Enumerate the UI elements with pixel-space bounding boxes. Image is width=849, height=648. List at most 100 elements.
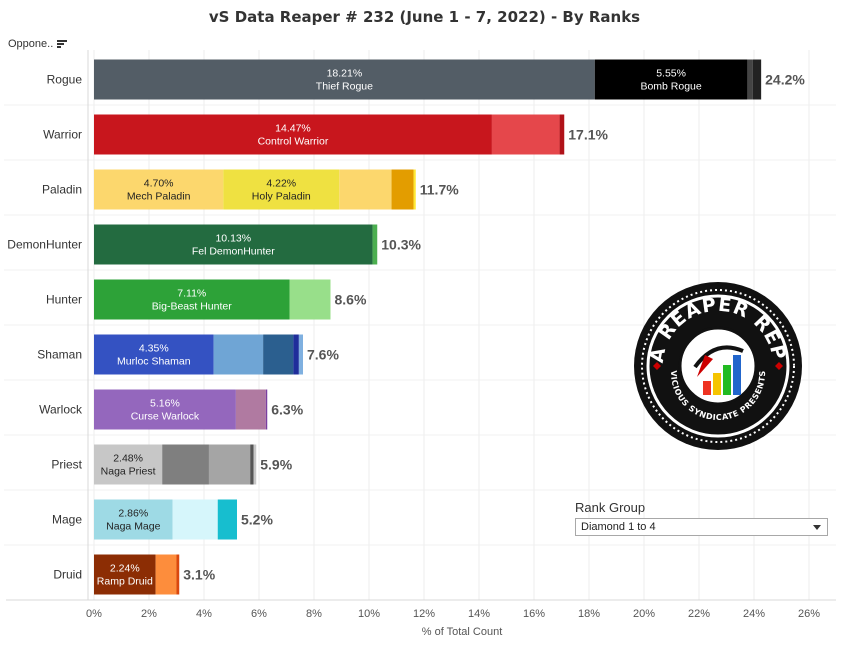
segment-value-label: 18.21%: [327, 68, 363, 80]
sort-icon[interactable]: [57, 39, 68, 49]
category-label: Druid: [53, 568, 82, 582]
segment-archetype-label: Mech Paladin: [127, 191, 191, 203]
category-label: Paladin: [42, 183, 82, 197]
segment-archetype-label: Holy Paladin: [252, 191, 311, 203]
segment-archetype-label: Curse Warlock: [131, 411, 200, 423]
segment-value-label: 2.86%: [118, 508, 148, 520]
bar-segment: [208, 444, 251, 485]
bar-segment: [747, 59, 753, 100]
x-tick-label: 18%: [578, 608, 600, 620]
bar-segment: [594, 59, 748, 100]
segment-value-label: 5.16%: [150, 398, 180, 410]
rank-group-label: Rank Group: [575, 500, 646, 515]
bar-segment: [265, 389, 268, 430]
bar-segment: [213, 334, 264, 375]
total-label: 10.3%: [381, 237, 421, 253]
segment-archetype-label: Control Warrior: [258, 136, 329, 148]
category-label: Mage: [52, 513, 82, 527]
bar-segment: [94, 499, 173, 540]
bar-segment: [491, 114, 560, 155]
segment-value-label: 2.24%: [110, 563, 140, 575]
total-label: 3.1%: [183, 567, 215, 583]
bar-segment: [752, 59, 762, 100]
segment-value-label: 4.35%: [139, 343, 169, 355]
bar-segment: [372, 224, 378, 265]
segment-archetype-label: Naga Mage: [106, 521, 160, 533]
category-label: Hunter: [46, 293, 82, 307]
total-label: 8.6%: [335, 292, 367, 308]
x-tick-label: 24%: [743, 608, 765, 620]
total-label: 24.2%: [765, 72, 805, 88]
bar-segment: [235, 389, 266, 430]
bar-segment: [94, 444, 163, 485]
category-label: Warrior: [43, 128, 82, 142]
category-label: Priest: [51, 458, 82, 472]
bar-segment: [94, 389, 236, 430]
chevron-down-icon[interactable]: [813, 525, 821, 530]
bar-segment: [155, 554, 177, 595]
category-label: DemonHunter: [7, 238, 82, 252]
category-label: Shaman: [37, 348, 82, 362]
bar-segment: [253, 444, 257, 485]
bar-segment: [172, 499, 218, 540]
total-label: 17.1%: [568, 127, 608, 143]
bar-segment: [293, 334, 299, 375]
segment-archetype-label: Ramp Druid: [97, 576, 153, 588]
x-tick-label: 10%: [358, 608, 380, 620]
chart-title: vS Data Reaper # 232 (June 1 - 7, 2022) …: [208, 8, 641, 26]
bar-segment: [223, 169, 340, 210]
segment-archetype-label: Thief Rogue: [316, 81, 373, 93]
total-label: 6.3%: [271, 402, 303, 418]
x-tick-label: 22%: [688, 608, 710, 620]
category-label: Rogue: [47, 73, 83, 87]
segment-archetype-label: Murloc Shaman: [117, 356, 191, 368]
segment-value-label: 5.55%: [656, 68, 686, 80]
bar-segment: [162, 444, 209, 485]
segment-value-label: 14.47%: [275, 123, 311, 135]
rank-group-dropdown[interactable]: Diamond 1 to 4: [575, 518, 828, 536]
total-label: 7.6%: [307, 347, 339, 363]
x-tick-label: 0%: [86, 608, 102, 620]
x-tick-label: 20%: [633, 608, 655, 620]
total-label: 5.9%: [260, 457, 292, 473]
category-label: Warlock: [39, 403, 83, 417]
x-tick-label: 6%: [251, 608, 267, 620]
total-label: 5.2%: [241, 512, 273, 528]
x-tick-label: 4%: [196, 608, 212, 620]
bar-layer: 18.21%Thief Rogue 5.55%Bomb Rogue 24.2% 14.…: [94, 59, 805, 595]
rank-group-selected: Diamond 1 to 4: [581, 521, 656, 533]
opponent-header-label: Oppone..: [8, 38, 54, 50]
x-tick-label: 16%: [523, 608, 545, 620]
bar-segment: [250, 444, 254, 485]
bar-segment: [298, 334, 303, 375]
segment-archetype-label: Big-Beast Hunter: [152, 301, 232, 313]
segment-archetype-label: Fel DemonHunter: [192, 246, 275, 258]
total-label: 11.7%: [420, 182, 459, 198]
axis-layer: 0% 2% 4% 6% 8% 10% 12% 14% 16% 18% 20% 22% 24% 26% % o…: [6, 50, 836, 638]
x-tick-label: 8%: [306, 608, 322, 620]
segment-value-label: 10.13%: [215, 233, 251, 245]
bar-segment: [94, 279, 290, 320]
bar-segment: [94, 224, 373, 265]
x-tick-label: 12%: [413, 608, 435, 620]
x-axis-title: % of Total Count: [422, 626, 503, 638]
opponent-sort-header[interactable]: Oppone..: [8, 38, 68, 50]
bar-segment: [217, 499, 237, 540]
bar-segment: [263, 334, 294, 375]
segment-archetype-label: Bomb Rogue: [640, 81, 701, 93]
x-tick-label: 14%: [468, 608, 490, 620]
segment-value-label: 4.70%: [144, 178, 174, 190]
bar-segment: [413, 169, 416, 210]
bar-segment: [94, 554, 156, 595]
bar-segment: [94, 114, 492, 155]
bar-segment: [94, 169, 224, 210]
segment-archetype-label: Naga Priest: [101, 466, 156, 478]
segment-value-label: 4.22%: [266, 178, 296, 190]
bar-segment: [289, 279, 331, 320]
bar-segment: [94, 59, 595, 100]
bar-segment: [559, 114, 565, 155]
bar-segment: [176, 554, 180, 595]
bar-segment: [339, 169, 392, 210]
x-tick-label: 26%: [798, 608, 820, 620]
